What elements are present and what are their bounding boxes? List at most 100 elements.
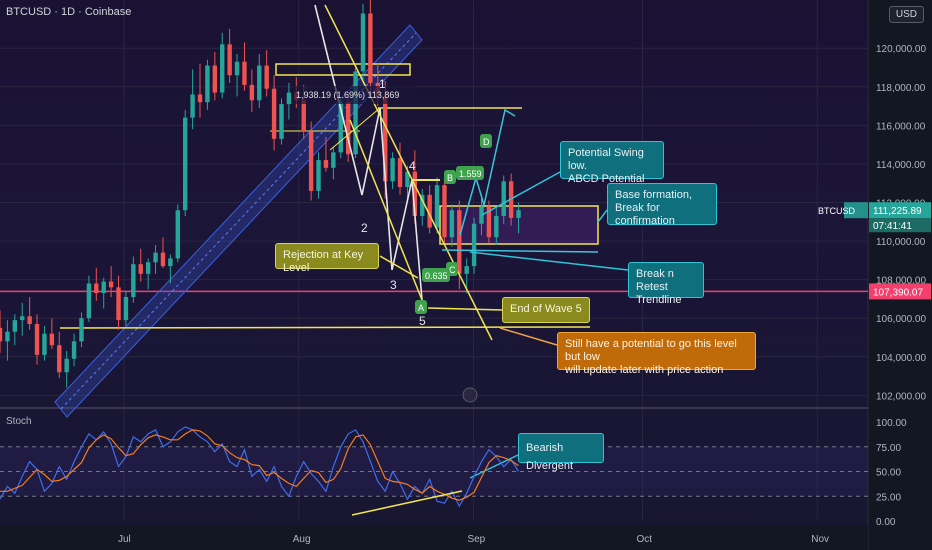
candle-body [42,333,47,355]
projection-path [459,108,516,236]
callout-pointer [499,327,558,346]
price-tick-label: 110,000.00 [876,237,926,248]
wedge-lower-line [349,119,423,301]
candle-body [20,316,25,321]
callout-pointer [469,251,629,271]
price-tick-label: 118,000.00 [876,83,926,94]
wave-letter-label: A [418,303,424,313]
candle-body [5,331,10,342]
callout-pointer [597,209,608,223]
current-price-tag [869,202,931,219]
wave-label: 5 [419,314,426,328]
callout-pointer [469,454,519,479]
wedge-upper-line [324,4,493,341]
time-tick-label: Aug [293,534,311,545]
candle-body [212,65,218,93]
candle-body [182,117,188,211]
candle-body [116,287,121,321]
time-tick-label: Oct [637,534,653,545]
candle-body [457,210,462,274]
wave-letter-badge [444,170,456,184]
wave-label: 1 [379,77,386,91]
symbol-tag-label: BTCUSD [818,206,856,216]
candle-body [0,327,3,342]
callout-potential-level: Still have a potential to go this level … [557,332,756,376]
candle-body [153,252,158,263]
fib-label: 0.635 [425,271,448,281]
candle-body [220,44,225,93]
candle-body [257,65,262,101]
key-level-tag [869,283,931,300]
candle-body [442,185,447,238]
candle-body [175,210,180,259]
price-tick-label: 106,000.00 [876,314,926,325]
candle-body [271,88,277,139]
candle-body [464,266,469,274]
elliott-wave-path [314,4,423,301]
candle-body [405,171,410,188]
candle-body [27,316,32,324]
candle-body [286,92,292,105]
wave-label: 4 [409,159,416,173]
candle-body [227,44,232,76]
stoch-tick-label: 100.00 [876,418,907,429]
candle-body [412,171,418,216]
wave-label: 3 [390,278,397,292]
candle-body [471,223,477,267]
candle-body [368,13,373,83]
currency-button[interactable]: USD [888,6,924,23]
callout-bearish-divergent: Bearish Divergent [518,433,604,472]
candle-body [71,341,77,359]
candle-body [234,61,240,76]
candle-body [190,94,195,118]
candle-body [123,297,129,321]
candle-body [79,318,84,342]
support-line [59,326,591,329]
fib-badge [422,268,450,282]
candle-body [390,158,395,182]
price-tick-label: 114,000.00 [876,160,926,171]
stoch-tick-label: 75.00 [876,443,901,454]
symbol-title: BTCUSD · 1D · Coinbase [6,6,132,18]
candle-body [516,210,521,218]
candle-body [197,94,203,103]
candle-body [145,262,151,274]
wave-letter-label: B [447,173,453,183]
stoch-tick-label: 0.00 [876,517,896,528]
candle-body [34,324,40,355]
candle-body [86,283,92,319]
wave-label: 2 [361,221,368,235]
candle-body [479,206,484,224]
wave-fib-line [329,107,381,151]
candle-body [353,71,358,155]
retest-trendline [441,249,599,253]
resistance-zone [275,63,411,76]
key-level-label: 107,390.07 [873,287,923,298]
candle-body [420,194,425,216]
divergence-line [351,490,463,516]
candle-body [49,333,55,346]
candle-body [57,345,62,373]
time-tick-label: Sep [467,534,485,545]
candle-body [360,13,366,72]
candle-body [108,281,114,288]
stoch-d-line [0,429,519,501]
candle-body [131,264,136,297]
wave-letter-badge [480,134,492,148]
wave-letter-label: D [483,137,490,147]
wave-letter-badge [415,300,427,314]
price-axis [868,0,932,550]
stoch-indicator-label: Stoch [6,416,32,427]
replay-icon [462,387,478,403]
price-tick-label: 116,000.00 [876,121,926,132]
countdown-tag [869,218,931,233]
callout-pointer [427,307,503,311]
candle-body [242,61,247,85]
candle-body [249,84,255,101]
price-tick-label: 108,000.00 [876,276,926,287]
candle-body [308,131,314,191]
fib-badge [456,166,484,180]
callout-pointer [481,171,561,216]
